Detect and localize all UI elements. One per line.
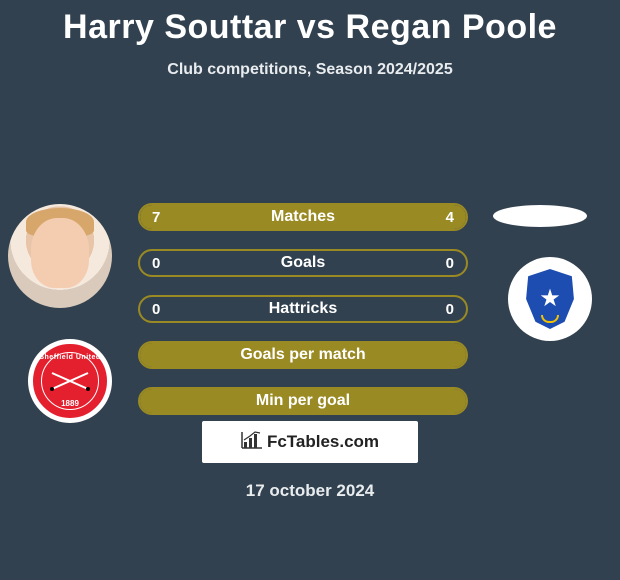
stat-right-value: 4	[446, 209, 454, 226]
crescent-icon	[541, 315, 559, 323]
club-left-founded: 1889	[33, 399, 107, 408]
chart-icon	[241, 431, 263, 454]
stat-label: Min per goal	[256, 392, 350, 410]
stats-bars: 7 4 Matches 0 0 Goals 0 0 Hattricks Goals per mat…	[135, 203, 485, 433]
club-left-badge: Sheffield United 1889	[28, 339, 112, 423]
stat-label: Goals per match	[240, 346, 365, 364]
stat-right-value: 0	[446, 301, 454, 318]
date-text: 17 october 2024	[0, 481, 620, 501]
fctables-logo-text: FcTables.com	[267, 432, 379, 452]
stat-bar-matches: 7 4 Matches	[138, 203, 468, 231]
crossed-blades-icon	[48, 369, 92, 393]
player-left-avatar	[8, 204, 112, 308]
page-title: Harry Souttar vs Regan Poole	[0, 0, 620, 47]
player-right-avatar	[493, 205, 587, 227]
stat-bar-goals: 0 0 Goals	[138, 249, 468, 277]
stat-bar-goals-per-match: Goals per match	[138, 341, 468, 369]
stat-left-value: 0	[152, 255, 160, 272]
stat-left-value: 7	[152, 209, 160, 226]
stat-left-value: 0	[152, 301, 160, 318]
comparison-main: Sheffield United 1889 ★ 7 4 Matches 0 0 Goals…	[0, 79, 620, 419]
club-right-badge: ★	[508, 257, 592, 341]
stat-bar-hattricks: 0 0 Hattricks	[138, 295, 468, 323]
star-icon: ★	[539, 287, 561, 311]
stat-label: Matches	[271, 208, 335, 226]
stat-right-value: 0	[446, 255, 454, 272]
stat-label: Hattricks	[269, 300, 337, 318]
stat-bar-min-per-goal: Min per goal	[138, 387, 468, 415]
stat-label: Goals	[281, 254, 325, 272]
subtitle: Club competitions, Season 2024/2025	[0, 61, 620, 79]
club-left-name: Sheffield United	[33, 354, 107, 361]
